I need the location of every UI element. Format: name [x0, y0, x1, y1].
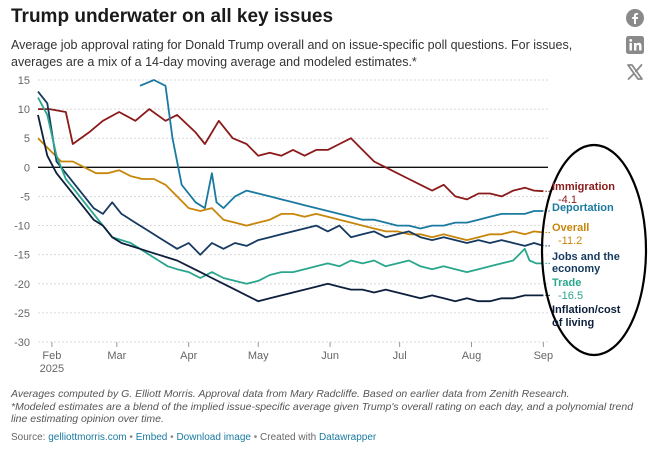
y-tick-label: -10	[14, 221, 30, 233]
x-tick-label: Jun	[321, 350, 339, 362]
label-immigration: Immigration	[552, 181, 615, 193]
datawrapper-link[interactable]: Datawrapper	[318, 432, 377, 443]
y-axis: 15 10 5 0 -5 -10 -15 -20 -25 -30	[14, 75, 30, 349]
download-image-link[interactable]: Download image	[176, 432, 251, 443]
x-tick-label: Feb	[42, 350, 61, 362]
x-tick-label: Jul	[393, 350, 407, 362]
chart-subtitle: Average job approval rating for Donald T…	[11, 38, 573, 69]
separator: •	[253, 432, 258, 443]
chart-title: Trump underwater on all key issues	[11, 6, 334, 27]
series-line-jobs-and-the-economy	[37, 91, 544, 256]
source-link[interactable]: gelliottmorris.com	[48, 432, 127, 443]
y-tick-label: 15	[18, 75, 30, 87]
series-lines	[37, 79, 544, 303]
label-jobs-line1: Jobs and the	[552, 251, 620, 263]
separator: •	[170, 432, 174, 443]
source-line: Source: gelliottmorris.com • Embed • Dow…	[11, 432, 376, 443]
label-inflation-line2: of living	[552, 317, 594, 329]
series-line-trade	[37, 97, 544, 285]
source-label: Source:	[11, 432, 46, 443]
highlight-ellipse	[540, 143, 648, 357]
separator: •	[129, 432, 133, 443]
value-overall: -11.2	[558, 235, 582, 247]
series-line-inflation-cost-of-living	[37, 114, 544, 303]
created-with-label: Created with	[260, 432, 317, 443]
x-tick-label: Mar	[107, 350, 126, 362]
y-tick-label: -25	[14, 308, 30, 320]
value-immigration: -4.1	[558, 194, 577, 206]
footnote-modeled: *Modeled estimates are a blend of the im…	[11, 400, 634, 426]
y-tick-label: -30	[14, 337, 30, 349]
embed-link[interactable]: Embed	[135, 432, 168, 443]
x-icon[interactable]	[625, 62, 645, 82]
y-tick-label: 10	[18, 104, 30, 116]
x-tick-label: Aug	[462, 350, 482, 362]
y-tick-label: -5	[20, 191, 30, 203]
label-deportation: Deportation	[552, 202, 614, 214]
value-trade: -16.5	[558, 290, 583, 302]
series-line-immigration	[38, 108, 544, 201]
facebook-icon[interactable]	[625, 8, 645, 28]
series-line-deportation	[139, 79, 544, 230]
label-overall: Overall	[552, 222, 589, 234]
footnotes: Averages computed by G. Elliott Morris. …	[11, 388, 636, 426]
footnote-sources: Averages computed by G. Elliott Morris. …	[11, 388, 570, 400]
label-jobs-line2: economy	[552, 263, 601, 275]
x-tick-label: Apr	[180, 350, 197, 362]
y-tick-label: -15	[14, 250, 30, 262]
y-tick-label: 0	[24, 162, 30, 174]
linkedin-icon[interactable]	[625, 35, 645, 55]
series-line-overall	[37, 137, 544, 241]
gridlines	[38, 79, 548, 343]
y-tick-label: -20	[14, 279, 30, 291]
x-tick-label: Sep	[534, 350, 554, 362]
y-tick-label: 5	[24, 133, 30, 145]
label-trade: Trade	[552, 277, 581, 289]
x-tick-label: May	[248, 350, 269, 362]
label-inflation-line1: Inflation/cost	[552, 304, 621, 316]
x-tick-year: 2025	[40, 363, 64, 375]
